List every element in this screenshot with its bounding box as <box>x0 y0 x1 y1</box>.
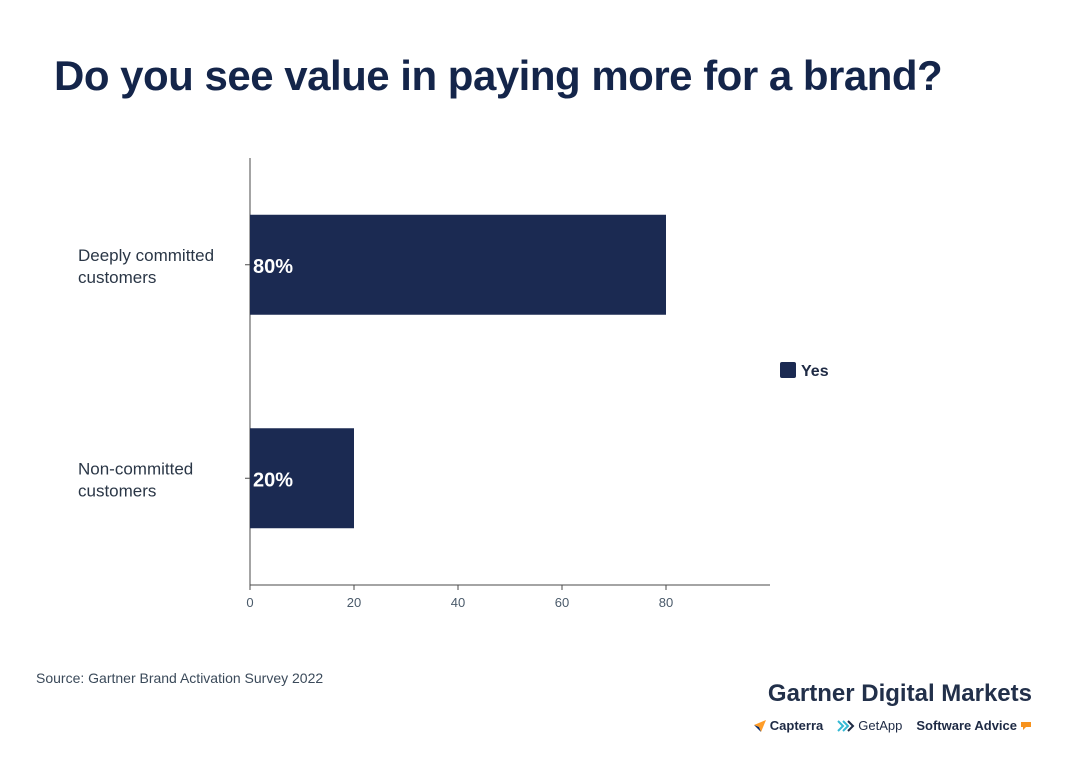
bar-chart: 0 20 40 60 80 Deeply committed customers 80% Non… <box>78 158 829 610</box>
brand-name: Gartner Digital Markets <box>767 680 1032 707</box>
capterra-logo: Capterra <box>753 718 823 733</box>
bar <box>250 428 354 529</box>
brand-subsidiaries: Capterra GetApp Software Advice <box>753 718 1032 733</box>
x-tick-label: 60 <box>555 595 569 610</box>
capterra-icon <box>753 719 766 732</box>
capterra-label: Capterra <box>769 718 824 733</box>
chart-title: Do you see value in paying more for a br… <box>54 52 943 99</box>
y-category-label: Deeply committed customers <box>78 246 214 287</box>
bar <box>250 214 666 315</box>
x-tick-label: 40 <box>451 595 465 610</box>
legend-swatch <box>780 362 796 378</box>
y-category-label: Non-committed customers <box>78 459 193 500</box>
getapp-icon <box>837 719 855 732</box>
source-note: Source: Gartner Brand Activation Survey … <box>36 670 324 686</box>
x-tick-label: 20 <box>347 595 361 610</box>
getapp-logo: GetApp <box>837 718 902 733</box>
software-advice-logo: Software Advice <box>916 718 1032 733</box>
x-tick-label: 0 <box>246 595 253 610</box>
data-label: 20% <box>253 469 293 491</box>
software-advice-icon <box>1021 721 1031 730</box>
software-advice-label: Software Advice <box>916 718 1017 733</box>
branding: Gartner Digital Markets Capterra GetApp … <box>753 680 1032 733</box>
legend-label: Yes <box>801 363 829 380</box>
getapp-label: GetApp <box>858 718 903 733</box>
data-label: 80% <box>253 256 293 278</box>
x-tick-label: 80 <box>659 595 673 610</box>
